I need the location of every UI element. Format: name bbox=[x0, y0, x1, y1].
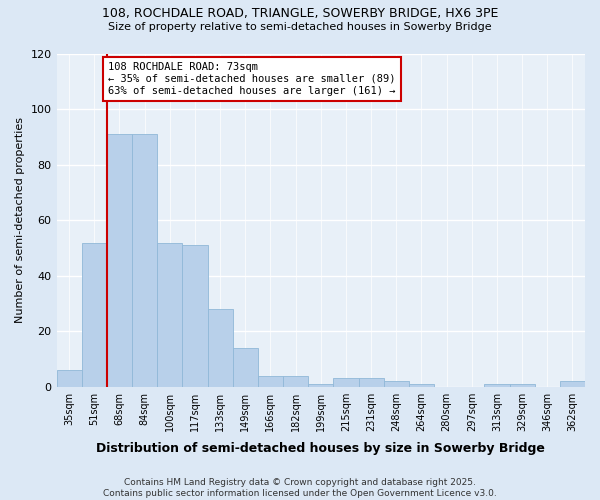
Text: Contains HM Land Registry data © Crown copyright and database right 2025.
Contai: Contains HM Land Registry data © Crown c… bbox=[103, 478, 497, 498]
Bar bbox=[82, 242, 107, 386]
Text: 108 ROCHDALE ROAD: 73sqm
← 35% of semi-detached houses are smaller (89)
63% of s: 108 ROCHDALE ROAD: 73sqm ← 35% of semi-d… bbox=[108, 62, 395, 96]
Bar bbox=[484, 384, 509, 386]
Bar bbox=[359, 378, 383, 386]
Text: Size of property relative to semi-detached houses in Sowerby Bridge: Size of property relative to semi-detach… bbox=[108, 22, 492, 32]
Bar bbox=[157, 242, 182, 386]
Bar bbox=[258, 376, 283, 386]
Bar bbox=[208, 309, 233, 386]
Bar bbox=[308, 384, 334, 386]
Bar bbox=[132, 134, 157, 386]
Bar bbox=[409, 384, 434, 386]
Bar bbox=[509, 384, 535, 386]
Bar bbox=[383, 381, 409, 386]
Bar bbox=[233, 348, 258, 387]
Bar bbox=[56, 370, 82, 386]
Text: 108, ROCHDALE ROAD, TRIANGLE, SOWERBY BRIDGE, HX6 3PE: 108, ROCHDALE ROAD, TRIANGLE, SOWERBY BR… bbox=[102, 8, 498, 20]
Bar bbox=[283, 376, 308, 386]
Bar bbox=[334, 378, 359, 386]
Bar bbox=[182, 246, 208, 386]
X-axis label: Distribution of semi-detached houses by size in Sowerby Bridge: Distribution of semi-detached houses by … bbox=[97, 442, 545, 455]
Y-axis label: Number of semi-detached properties: Number of semi-detached properties bbox=[15, 118, 25, 324]
Bar bbox=[107, 134, 132, 386]
Bar bbox=[560, 381, 585, 386]
